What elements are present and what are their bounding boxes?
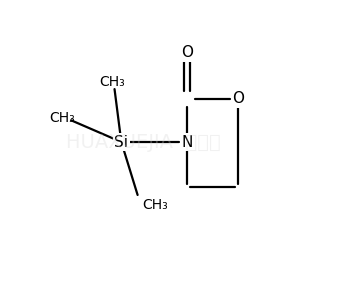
Text: CH₃: CH₃ [99,75,125,89]
Text: CH₃: CH₃ [142,198,168,212]
Text: CH₃: CH₃ [49,111,75,125]
Text: N: N [181,135,193,149]
Text: O: O [232,91,244,106]
Text: Si: Si [114,135,128,149]
Text: HUAXUEJIA  化学加: HUAXUEJIA 化学加 [66,133,221,151]
Text: O: O [181,45,193,60]
